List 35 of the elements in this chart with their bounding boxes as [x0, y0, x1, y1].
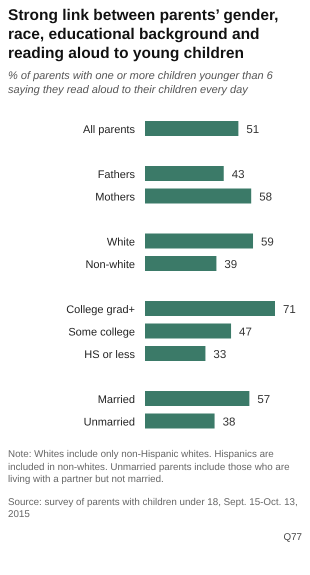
data-label: 39: [224, 259, 238, 271]
data-label: 51: [246, 124, 260, 136]
text: Note: Whites include only non-Hispanic whites. Hispanics are included in non-whites. Unmarried parents include those who are living with a partner but not married.: [8, 449, 291, 486]
data-label: 47: [239, 326, 252, 338]
y-tick-label: HS or less: [84, 349, 136, 361]
data-label: 33: [213, 349, 226, 361]
source-note: Source: survey of parents with children under 18, Sept. 15-Oct. 13, 2015: [8, 496, 299, 522]
data-label: 71: [283, 304, 296, 316]
y-tick-label: Mothers: [95, 192, 136, 204]
y-tick-label: Married: [98, 394, 135, 406]
data-label: 43: [232, 169, 245, 181]
y-tick-label: Unmarried: [84, 416, 135, 428]
text: Q77: [282, 532, 303, 542]
bar: [145, 166, 224, 181]
bar: [145, 256, 216, 271]
y-tick-label: All parents: [83, 124, 136, 136]
y-tick-label: Some college: [68, 326, 135, 338]
bar: [145, 188, 252, 204]
bar: [145, 121, 238, 136]
bar: [145, 301, 275, 316]
bar: [145, 234, 254, 248]
data-label: 57: [257, 394, 270, 406]
data-label: 38: [222, 416, 236, 428]
y-tick-label: Fathers: [98, 169, 136, 181]
y-tick-label: White: [106, 236, 135, 248]
bar: [145, 391, 250, 406]
y-tick-label: College grad+: [66, 304, 135, 316]
chart-subtitle: % of parents with one or more children younger than 6 saying they read aloud to their children every day: [7, 69, 274, 97]
data-label: 59: [261, 236, 274, 248]
bar: [145, 324, 232, 338]
y-tick-label: Non-white: [85, 259, 135, 271]
data-label: 58: [259, 192, 272, 204]
chart-title: Strong link between parents’ gender, race, educational background and reading aloud to young children: [7, 6, 280, 63]
bar: [145, 414, 215, 428]
bar: [145, 346, 206, 361]
